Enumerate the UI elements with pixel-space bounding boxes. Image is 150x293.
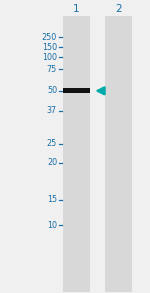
Text: 10: 10 <box>47 221 57 229</box>
Text: 1: 1 <box>73 4 80 14</box>
Text: 20: 20 <box>47 158 57 167</box>
Text: 15: 15 <box>47 195 57 204</box>
Text: 250: 250 <box>42 33 57 42</box>
Text: 37: 37 <box>47 106 57 115</box>
Text: 100: 100 <box>42 53 57 62</box>
Bar <box>63 88 90 93</box>
Text: 25: 25 <box>47 139 57 148</box>
Text: 2: 2 <box>115 4 122 14</box>
Bar <box>63 16 90 292</box>
Bar <box>105 16 132 292</box>
Text: 150: 150 <box>42 43 57 52</box>
Text: 50: 50 <box>47 86 57 95</box>
Text: 75: 75 <box>47 65 57 74</box>
